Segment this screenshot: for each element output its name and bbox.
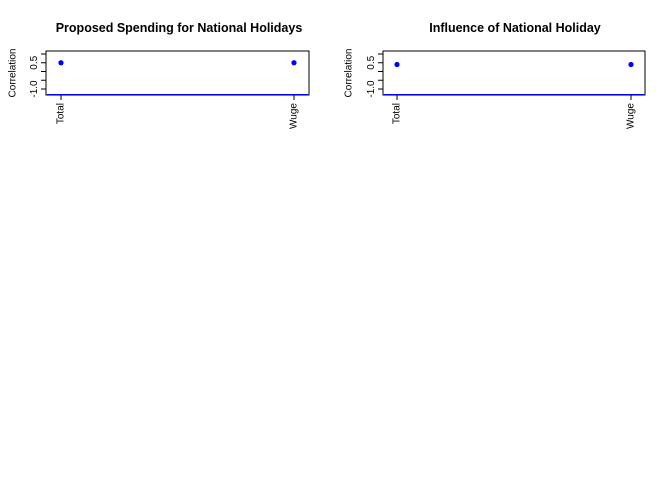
data-point — [628, 61, 634, 68]
y-axis-label: Correlation — [8, 49, 19, 98]
x-category-label: Total — [392, 103, 403, 124]
plot-frame — [382, 50, 646, 96]
data-point — [58, 60, 64, 66]
y-axis-label: Correlation — [344, 49, 355, 98]
y-tick-label: -1.0 — [29, 80, 40, 98]
y-tick-label: -1.0 — [366, 80, 377, 98]
data-point — [394, 61, 400, 68]
y-tick-label: 0.5 — [29, 55, 40, 69]
x-category-label: Wuge — [626, 103, 637, 129]
x-category-label: Wuge — [289, 103, 300, 129]
y-tick-label: 0.5 — [366, 55, 377, 69]
chart-title: Proposed Spending for National Holidays — [56, 21, 303, 35]
chart-panel-1: Proposed Spending for National Holidays C… — [8, 21, 310, 129]
chart-panel-2: Influence of National Holiday Correlation… — [344, 21, 646, 129]
chart-title: Influence of National Holiday — [429, 21, 601, 35]
plot-frame — [45, 50, 310, 96]
data-point — [291, 60, 297, 66]
x-category-label: Total — [56, 103, 67, 124]
